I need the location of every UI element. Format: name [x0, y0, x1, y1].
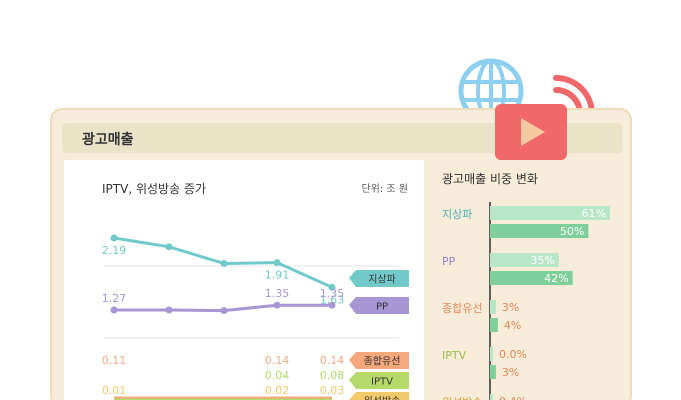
- terrestrial-point: [273, 259, 281, 267]
- iptv-legend-tag: [349, 372, 409, 389]
- pp-value-label: 1.35: [320, 287, 345, 300]
- satellite-value-label: 0.01: [102, 384, 127, 397]
- line-chart-title: IPTV, 위성방송 증가: [102, 182, 206, 196]
- line-chart-unit: 단위: 조 원: [361, 184, 408, 195]
- cable-value-label: 0.14: [265, 354, 290, 367]
- terrestrial-value-label: 1.91: [265, 269, 290, 282]
- pp-legend-tag: [349, 297, 409, 314]
- satellite-legend-tag: [349, 392, 409, 400]
- share-category-label: IPTV: [442, 349, 467, 362]
- terrestrial-value-label: 2.19: [102, 244, 127, 257]
- share-category-label: 종합유선: [442, 302, 482, 315]
- share-bar-after: [490, 224, 589, 238]
- share-bar-after: [490, 365, 496, 379]
- share-value-label: 0.4%: [499, 395, 527, 400]
- pp-value-label: 1.35: [265, 287, 290, 300]
- pp-point: [328, 301, 336, 309]
- terrestrial-point: [328, 283, 336, 291]
- pp-legend-label: PP: [376, 302, 388, 313]
- share-bar-chart: 지상파 61% 50% PP 35% 42% 종합유선 3% 4% IPTV 0.0% 3% 위성방송 0…: [442, 202, 610, 400]
- share-category-label: 지상파: [442, 208, 472, 221]
- pp-point: [110, 306, 118, 314]
- share-bar-before: [490, 300, 496, 314]
- iptv-value-label: 0.08: [320, 369, 345, 382]
- share-bar-before: [490, 394, 493, 400]
- line-chart-panel: IPTV, 위성방송 증가 단위: 조 원 2.19 1.91 1.63 1.27 1.…: [64, 160, 424, 400]
- terrestrial-point: [220, 260, 228, 268]
- card-title: 광고매출: [82, 132, 134, 148]
- share-chart-panel: 광고매출 비중 변화 지상파 61% 50% PP 35% 42% 종합유선 3% 4% IPTV…: [432, 160, 630, 400]
- iptv-value-label: 0.04: [265, 369, 290, 382]
- pp-point: [220, 307, 228, 315]
- share-category-label: PP: [442, 255, 456, 268]
- share-category-label: 위성방송: [442, 396, 482, 400]
- iptv-legend-label: IPTV: [371, 377, 393, 388]
- satellite-legend-label: 위성방송: [364, 395, 401, 400]
- share-value-label: 61%: [582, 207, 606, 220]
- share-bar-before: [490, 347, 493, 361]
- terrestrial-value-label: 1.63: [320, 293, 345, 306]
- share-value-label: 3%: [502, 366, 519, 379]
- share-value-label: 50%: [560, 225, 584, 238]
- cable-legend-label: 종합유선: [364, 356, 401, 368]
- cable-value-label: 0.11: [102, 354, 127, 367]
- line-chart: 2.19 1.91 1.63 1.27 1.35 1.35 0.11 0.14 0.14 0.04…: [102, 234, 409, 400]
- pp-point: [273, 301, 281, 309]
- video-play-icon: [495, 104, 567, 160]
- satellite-value-label: 0.03: [320, 384, 345, 397]
- pp-value-label: 1.27: [102, 292, 127, 305]
- share-bar-after: [490, 271, 573, 285]
- terrestrial-legend-tag: [349, 270, 409, 287]
- share-value-label: 4%: [504, 319, 521, 332]
- terrestrial-point: [165, 243, 173, 251]
- share-bar-before: [490, 253, 559, 267]
- terrestrial-legend-label: 지상파: [368, 274, 396, 286]
- share-value-label: 3%: [502, 301, 519, 314]
- share-bar-after: [490, 318, 498, 332]
- ad-revenue-card: 광고매출 IPTV, 위성방송 증가 단위: 조 원 2.19 1.91 1.63 1…: [50, 108, 632, 400]
- pp-point: [165, 306, 173, 314]
- share-chart-title: 광고매출 비중 변화: [442, 172, 538, 186]
- cable-value-label: 0.14: [320, 354, 345, 367]
- share-bar-before: [490, 206, 610, 220]
- cable-legend-tag: [349, 352, 409, 369]
- share-value-label: 42%: [544, 272, 568, 285]
- share-value-label: 0.0%: [499, 348, 527, 361]
- share-value-label: 35%: [530, 254, 554, 267]
- terrestrial-point: [110, 234, 118, 242]
- satellite-value-label: 0.02: [265, 384, 290, 397]
